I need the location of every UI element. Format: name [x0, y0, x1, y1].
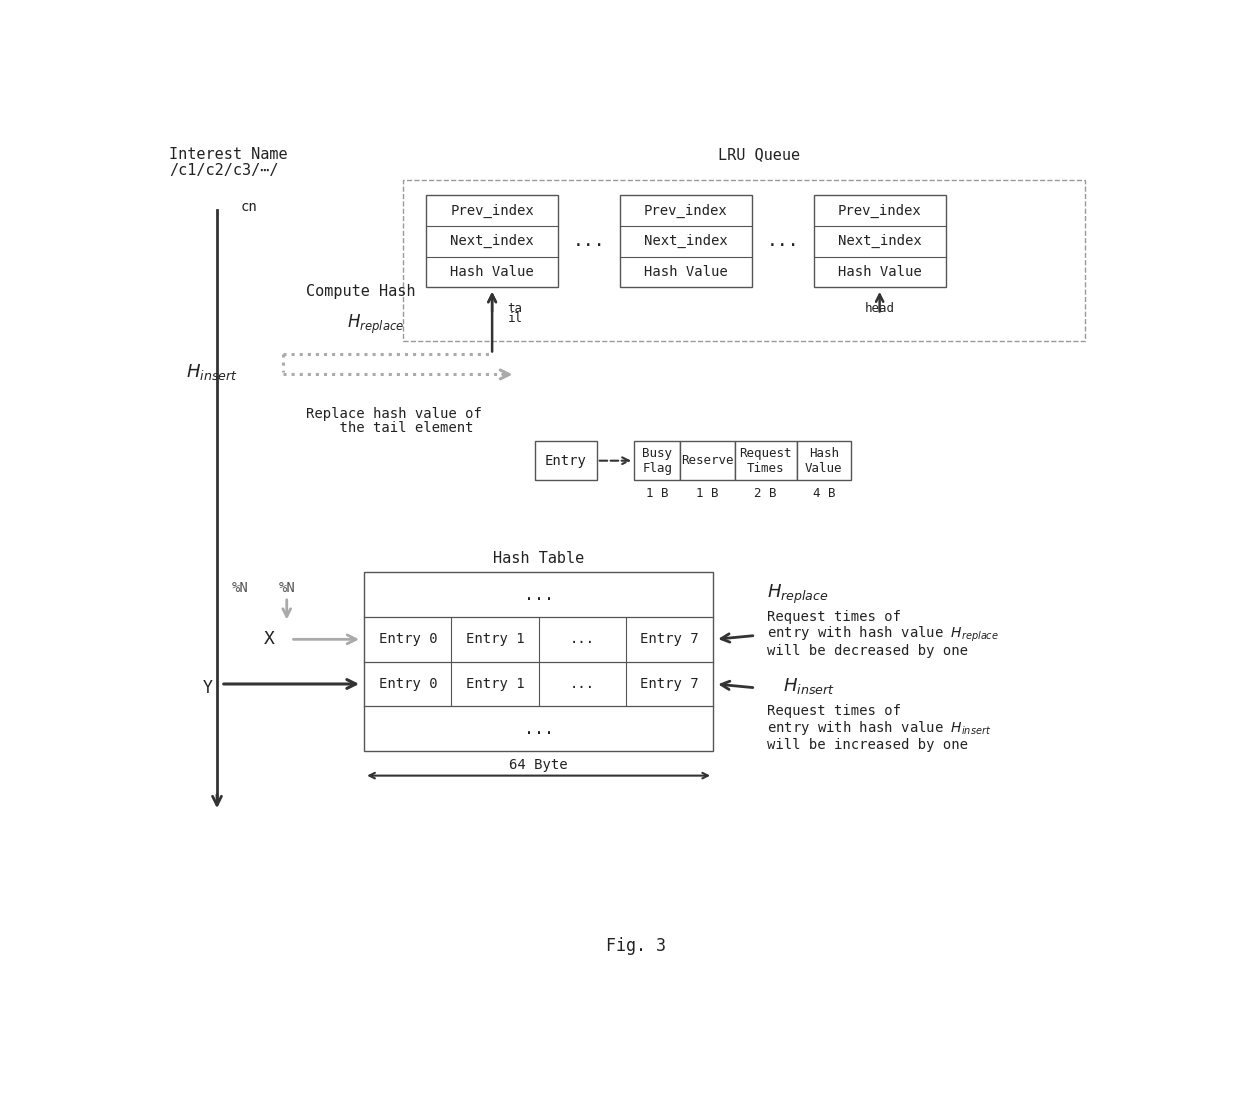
Bar [681, 441, 734, 480]
Text: ...: ... [523, 719, 553, 737]
Bar [427, 195, 558, 287]
Bar [620, 195, 751, 287]
Text: ta: ta [507, 302, 522, 316]
Text: Next_index: Next_index [644, 235, 728, 248]
Bar [365, 573, 713, 751]
Bar [634, 441, 681, 480]
Text: 1 B: 1 B [646, 487, 668, 500]
Text: %N: %N [232, 580, 249, 595]
Text: head: head [864, 302, 894, 316]
Text: Request times of: Request times of [768, 610, 901, 624]
Text: 4 B: 4 B [812, 487, 835, 500]
Text: %N: %N [278, 580, 295, 595]
Text: 2 B: 2 B [754, 487, 777, 500]
Text: ...: ... [573, 232, 605, 250]
Text: Reserve: Reserve [681, 454, 734, 467]
Text: 64 Byte: 64 Byte [510, 758, 568, 772]
Text: Replace hash value of: Replace hash value of [306, 407, 482, 421]
Text: $H_{replace}$: $H_{replace}$ [768, 583, 830, 606]
Text: Prev_index: Prev_index [644, 203, 728, 218]
Text: Request
Times: Request Times [739, 447, 792, 475]
Text: Entry 7: Entry 7 [640, 677, 698, 691]
Text: Entry 1: Entry 1 [466, 677, 525, 691]
Text: Next_index: Next_index [838, 235, 921, 248]
Text: Hash Value: Hash Value [644, 265, 728, 279]
Text: Interest Name: Interest Name [169, 147, 288, 162]
Text: il: il [507, 311, 522, 325]
Bar [797, 441, 851, 480]
Text: $H_{replace}$: $H_{replace}$ [347, 312, 404, 336]
Text: X: X [264, 631, 275, 648]
Text: LRU Queue: LRU Queue [718, 147, 801, 162]
Bar [734, 441, 797, 480]
Text: Busy
Flag: Busy Flag [642, 447, 672, 475]
Text: Hash Value: Hash Value [838, 265, 921, 279]
Text: Entry 0: Entry 0 [378, 633, 438, 646]
Bar [534, 441, 596, 480]
Text: Entry 1: Entry 1 [466, 633, 525, 646]
Text: will be decreased by one: will be decreased by one [768, 644, 968, 658]
Text: Hash
Value: Hash Value [805, 447, 842, 475]
Text: Compute Hash: Compute Hash [306, 284, 415, 299]
Text: 1 B: 1 B [697, 487, 719, 500]
Text: $H_{insert}$: $H_{insert}$ [186, 363, 238, 383]
Text: ...: ... [523, 586, 553, 604]
Text: will be increased by one: will be increased by one [768, 738, 968, 752]
Text: Fig. 3: Fig. 3 [605, 936, 666, 955]
Text: $H_{insert}$: $H_{insert}$ [782, 676, 835, 696]
Text: Prev_index: Prev_index [450, 203, 534, 218]
Bar [403, 180, 1085, 341]
Text: Hash Table: Hash Table [494, 550, 584, 566]
Text: Request times of: Request times of [768, 704, 901, 718]
Text: Entry: Entry [544, 454, 587, 468]
Text: /c1/c2/c3/⋯/: /c1/c2/c3/⋯/ [169, 162, 279, 178]
Text: entry with hash value $H_{replace}$: entry with hash value $H_{replace}$ [768, 624, 999, 644]
Text: cn: cn [241, 199, 257, 214]
Text: entry with hash value $H_{insert}$: entry with hash value $H_{insert}$ [768, 718, 992, 737]
Text: Entry 7: Entry 7 [640, 633, 698, 646]
Text: Hash Value: Hash Value [450, 265, 534, 279]
Bar [813, 195, 945, 287]
Text: Entry 0: Entry 0 [378, 677, 438, 691]
Text: ...: ... [766, 232, 799, 250]
Text: ...: ... [569, 677, 595, 691]
Text: Prev_index: Prev_index [838, 203, 921, 218]
Text: Y: Y [203, 678, 213, 697]
Text: the tail element: the tail element [306, 421, 474, 436]
Text: Next_index: Next_index [450, 235, 534, 248]
Text: ...: ... [569, 633, 595, 646]
